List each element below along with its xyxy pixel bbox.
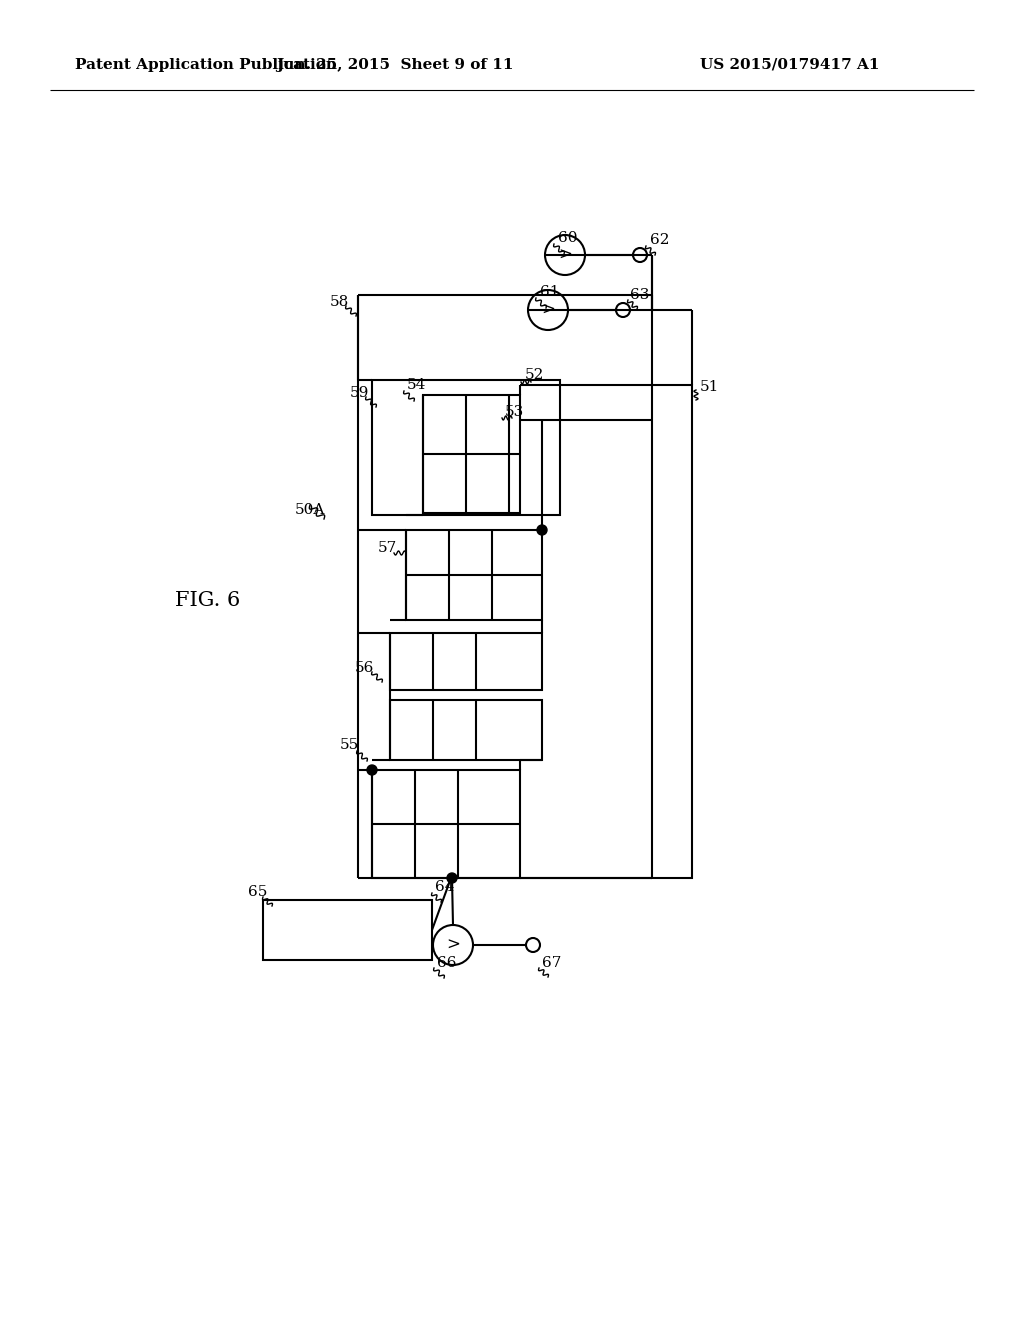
Text: FIG. 6: FIG. 6: [175, 590, 241, 610]
Text: 55: 55: [340, 738, 359, 752]
Bar: [406, 531, 542, 620]
Text: >: >: [541, 301, 555, 318]
Bar: [390, 634, 542, 690]
Text: US 2015/0179417 A1: US 2015/0179417 A1: [700, 58, 880, 73]
Text: 53: 53: [505, 405, 524, 418]
Circle shape: [447, 873, 457, 883]
Text: 58: 58: [330, 294, 349, 309]
Bar: [423, 395, 520, 513]
Text: 57: 57: [378, 541, 397, 554]
Text: Jun. 25, 2015  Sheet 9 of 11: Jun. 25, 2015 Sheet 9 of 11: [276, 58, 514, 73]
Circle shape: [367, 766, 377, 775]
Text: 52: 52: [525, 368, 545, 381]
Text: Patent Application Publication: Patent Application Publication: [75, 58, 337, 73]
Text: 56: 56: [355, 661, 375, 675]
Text: 63: 63: [630, 288, 649, 302]
Text: 66: 66: [437, 956, 457, 970]
Text: 54: 54: [407, 378, 426, 392]
Bar: [372, 770, 520, 878]
Text: 60: 60: [558, 231, 578, 246]
Text: 67: 67: [542, 956, 561, 970]
Text: 61: 61: [540, 285, 559, 300]
Text: 51: 51: [700, 380, 720, 393]
Bar: [652, 385, 692, 878]
Bar: [372, 380, 560, 515]
Bar: [263, 900, 432, 960]
Text: 65: 65: [248, 884, 267, 899]
Bar: [390, 700, 542, 760]
Text: 62: 62: [650, 234, 670, 247]
Circle shape: [537, 525, 547, 535]
Text: 50A: 50A: [295, 503, 326, 517]
Text: >: >: [558, 247, 572, 264]
Text: 64: 64: [435, 880, 455, 894]
Text: 59: 59: [350, 385, 370, 400]
Text: >: >: [446, 936, 460, 953]
